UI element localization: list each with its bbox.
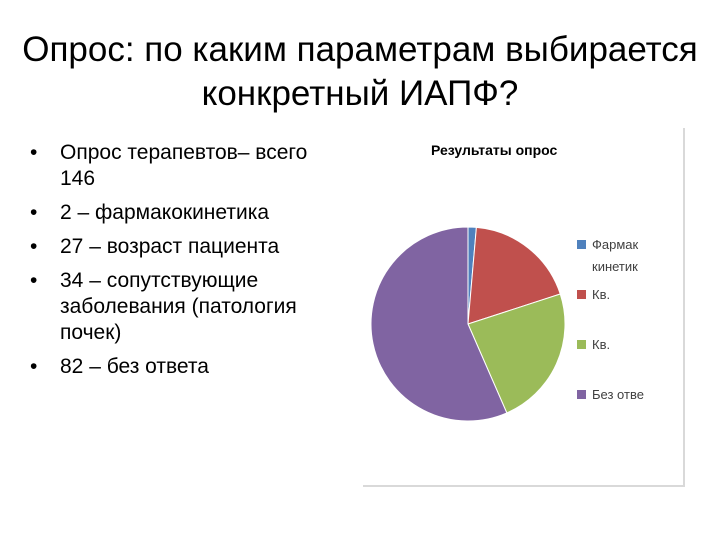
bullet-list: Опрос терапевтов– всего 146 2 – фармакоки…: [30, 140, 345, 388]
legend-swatch: [577, 390, 586, 399]
legend-label: Фармак кинетик: [592, 237, 639, 274]
bullet: 82 – без ответа: [30, 354, 345, 380]
bullet: Опрос терапевтов– всего 146: [30, 140, 345, 192]
pie-slice: [370, 226, 508, 422]
bullet: 2 – фармакокинетика: [30, 200, 345, 226]
chart-svg: Результаты опрос: [370, 142, 586, 422]
legend-label: Без отве: [592, 387, 644, 402]
pie-slice: [467, 226, 561, 325]
pie-slice: [467, 293, 566, 414]
legend-label: Кв.: [592, 337, 611, 352]
legend-label: Кв.: [592, 287, 611, 302]
chart: Результаты опрос Фармак кинетик Кв. Кв. Без…: [363, 128, 685, 487]
chart-title: Результаты опрос: [431, 142, 558, 158]
bullet: 27 – возраст пациента: [30, 234, 345, 260]
legend-swatch: [577, 290, 586, 299]
bullet: 34 – сопутствующие заболевания (патологи…: [30, 268, 345, 346]
slide-title: Опрос: по каким параметрам выбирается ко…: [22, 30, 698, 113]
legend-swatch: [577, 240, 586, 249]
legend-swatch: [577, 340, 586, 349]
